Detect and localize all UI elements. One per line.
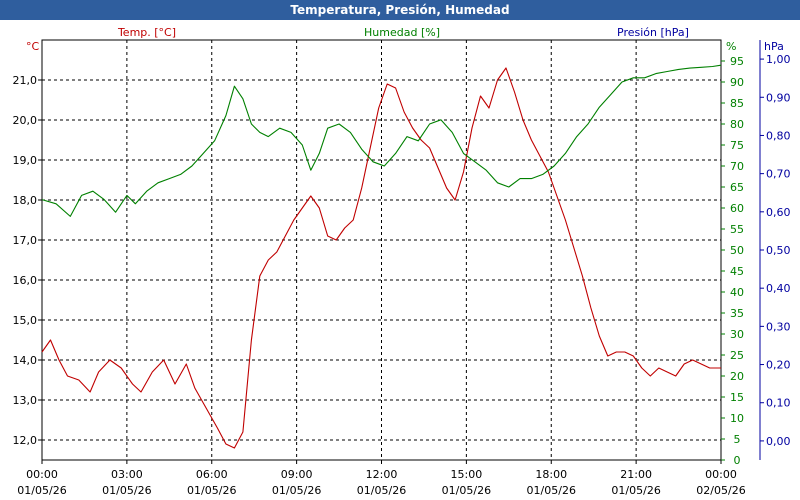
temperature-series-label: Temp. [°C] bbox=[117, 26, 176, 39]
pressure-tick-label: 0,20 bbox=[766, 359, 791, 372]
temperature-tick-label: 15,0 bbox=[13, 314, 38, 327]
humidity-tick-label: 85 bbox=[730, 97, 744, 110]
x-tick-date: 01/05/26 bbox=[357, 484, 406, 497]
x-tick-date: 01/05/26 bbox=[17, 484, 66, 497]
temperature-unit: °C bbox=[26, 40, 40, 53]
humidity-tick-label: 30 bbox=[730, 328, 744, 341]
humidity-tick-label: 0 bbox=[734, 454, 741, 467]
x-tick-time: 09:00 bbox=[281, 468, 313, 481]
humidity-series-line bbox=[41, 64, 722, 217]
x-tick-time: 15:00 bbox=[451, 468, 483, 481]
humidity-tick-label: 25 bbox=[730, 349, 744, 362]
temperature-tick-label: 17,0 bbox=[13, 234, 38, 247]
pressure-tick-label: 0,80 bbox=[766, 129, 791, 142]
temperature-tick-label: 13,0 bbox=[13, 394, 38, 407]
x-tick-date: 02/05/26 bbox=[696, 484, 745, 497]
chart-title-bar: Temperatura, Presión, Humedad bbox=[0, 0, 800, 20]
temperature-tick-label: 18,0 bbox=[13, 194, 38, 207]
x-tick-time: 00:00 bbox=[705, 468, 737, 481]
humidity-tick-label: 75 bbox=[730, 139, 744, 152]
pressure-tick-label: 0,90 bbox=[766, 91, 791, 104]
humidity-tick-label: 65 bbox=[730, 181, 744, 194]
temperature-series-line bbox=[41, 67, 721, 449]
humidity-tick-label: 55 bbox=[730, 223, 744, 236]
x-tick-time: 00:00 bbox=[26, 468, 58, 481]
temperature-tick-label: 16,0 bbox=[13, 274, 38, 287]
humidity-tick-label: 45 bbox=[730, 265, 744, 278]
temperature-tick-label: 19,0 bbox=[13, 154, 38, 167]
humidity-tick-label: 70 bbox=[730, 160, 744, 173]
temperature-axis-ticks: 12,0 13,0 14,0 15,0 16,0 17,0 18,0 19,0 20,0 21,0 bbox=[13, 74, 42, 447]
humidity-unit: % bbox=[726, 40, 736, 53]
temperature-tick-label: 20,0 bbox=[13, 114, 38, 127]
series-layer bbox=[41, 64, 722, 449]
pressure-series-label: Presión [hPa] bbox=[617, 26, 689, 39]
x-tick-date: 01/05/26 bbox=[611, 484, 660, 497]
temperature-tick-label: 21,0 bbox=[13, 74, 38, 87]
x-tick-time: 03:00 bbox=[111, 468, 143, 481]
x-tick-time: 06:00 bbox=[196, 468, 228, 481]
pressure-axis-ticks: 0,00 0,10 0,20 0,30 0,40 0,50 0,60 0,70 0,80 0,90… bbox=[760, 53, 791, 448]
pressure-tick-label: 0,00 bbox=[766, 435, 791, 448]
humidity-series-label: Humedad [%] bbox=[364, 26, 440, 39]
x-tick-date: 01/05/26 bbox=[272, 484, 321, 497]
humidity-tick-label: 35 bbox=[730, 307, 744, 320]
x-tick-date: 01/05/26 bbox=[442, 484, 491, 497]
humidity-tick-label: 10 bbox=[730, 412, 744, 425]
humidity-tick-label: 40 bbox=[730, 286, 744, 299]
pressure-tick-label: 1,00 bbox=[766, 53, 791, 66]
humidity-axis-ticks: 0 5 10 15 20 25 30 35 40 45 50 55 60 65 70 75 80 85 90 95 bbox=[721, 55, 744, 467]
pressure-tick-label: 0,50 bbox=[766, 244, 791, 257]
humidity-tick-label: 20 bbox=[730, 370, 744, 383]
x-tick-time: 18:00 bbox=[535, 468, 567, 481]
x-tick-date: 01/05/26 bbox=[527, 484, 576, 497]
pressure-tick-label: 0,60 bbox=[766, 206, 791, 219]
pressure-tick-label: 0,70 bbox=[766, 168, 791, 181]
x-axis-ticks: 00:00 01/05/26 03:00 01/05/26 06:00 01/05/26 0… bbox=[17, 460, 746, 497]
pressure-tick-label: 0,30 bbox=[766, 320, 791, 333]
pressure-unit: hPa bbox=[764, 40, 784, 53]
chart-title: Temperatura, Presión, Humedad bbox=[290, 3, 510, 17]
humidity-tick-label: 15 bbox=[730, 391, 744, 404]
x-tick-time: 21:00 bbox=[620, 468, 652, 481]
pressure-tick-label: 0,40 bbox=[766, 282, 791, 295]
temperature-tick-label: 14,0 bbox=[13, 354, 38, 367]
humidity-tick-label: 90 bbox=[730, 76, 744, 89]
x-tick-date: 01/05/26 bbox=[102, 484, 151, 497]
humidity-tick-label: 95 bbox=[730, 55, 744, 68]
weather-chart: 12,0 13,0 14,0 15,0 16,0 17,0 18,0 19,0 20,0 21,0… bbox=[13, 26, 791, 497]
humidity-tick-label: 5 bbox=[734, 433, 741, 446]
grid-lines bbox=[42, 40, 721, 460]
pressure-tick-label: 0,10 bbox=[766, 397, 791, 410]
temperature-tick-label: 12,0 bbox=[13, 434, 38, 447]
humidity-tick-label: 60 bbox=[730, 202, 744, 215]
x-tick-date: 01/05/26 bbox=[187, 484, 236, 497]
humidity-tick-label: 50 bbox=[730, 244, 744, 257]
x-tick-time: 12:00 bbox=[366, 468, 398, 481]
humidity-tick-label: 80 bbox=[730, 118, 744, 131]
